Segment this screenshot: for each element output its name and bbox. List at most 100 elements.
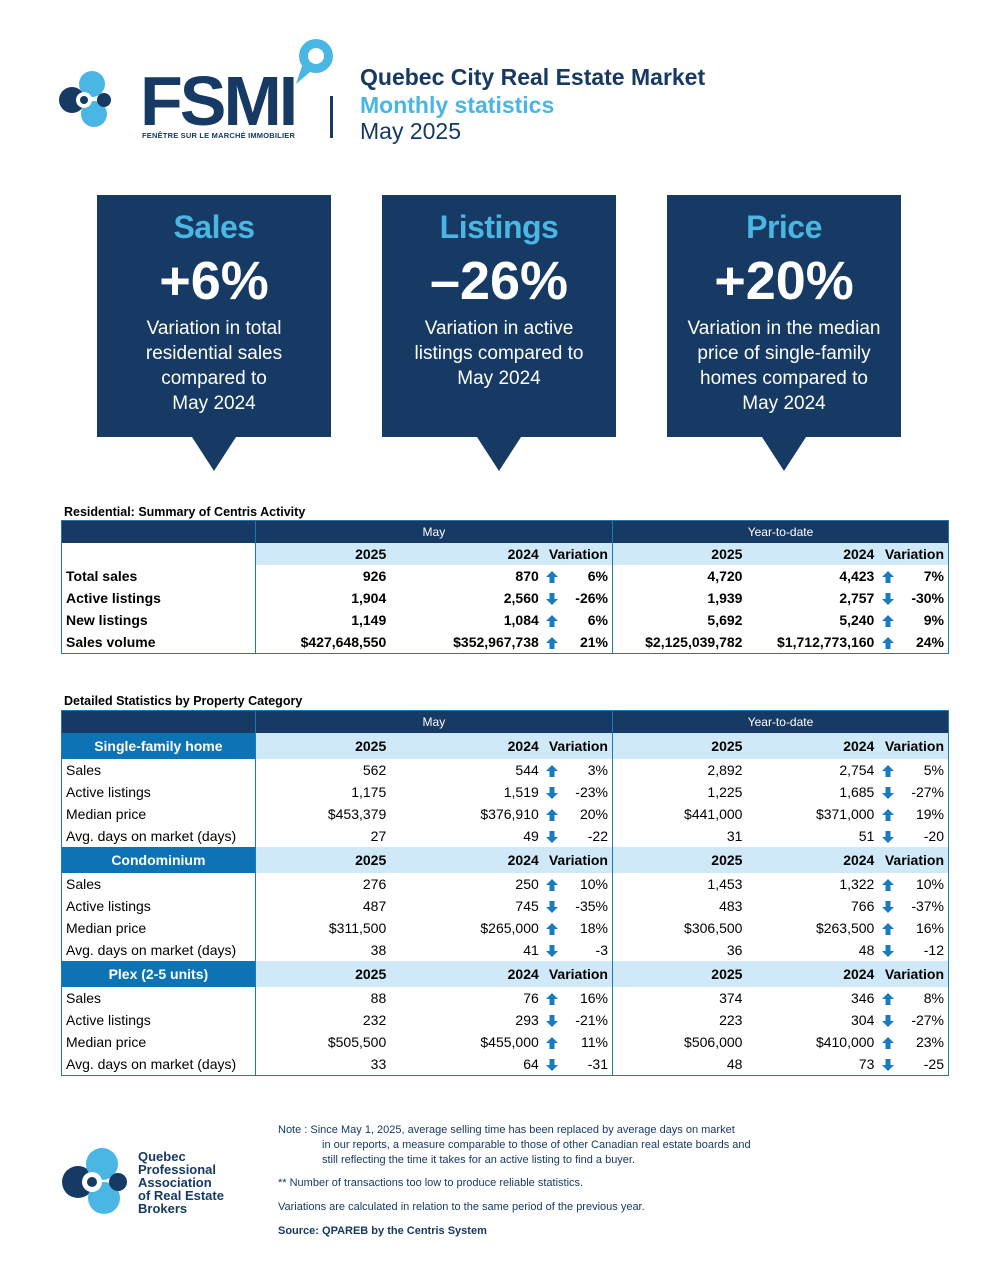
ytd-variation-value: -30% — [911, 590, 944, 606]
table-row: Median price $505,500 $455,000 11% $506,000 $… — [62, 1031, 949, 1053]
org-name-line: Professional — [138, 1162, 217, 1177]
detail-row-label: Sales — [66, 876, 102, 892]
ytd-2025-value: 1,939 — [611, 587, 747, 609]
callout-value: +6% — [159, 251, 269, 311]
sales-callout: Sales +6% Variation in total residential… — [97, 195, 331, 471]
arrow-down-icon — [881, 1059, 894, 1072]
may-variation-value: -3 — [595, 942, 608, 958]
arrow-up-icon — [881, 765, 894, 778]
summary-title: Residential: Summary of Centris Activity — [64, 505, 306, 519]
category-header-row: Condominium 2025 2024 Variation 2025 2024 Vari… — [61, 847, 949, 873]
header-blank-cell — [61, 543, 256, 565]
may-2024-value: 1,084 — [503, 612, 539, 628]
detail-row-label: Active listings — [66, 1012, 151, 1028]
col-header: 2025 — [254, 733, 391, 759]
may-2025-value: 38 — [254, 939, 391, 961]
ytd-variation-arrow — [878, 939, 897, 961]
col-header: 2025 — [611, 543, 747, 565]
may-variation-arrow — [543, 1009, 562, 1031]
may-variation-arrow — [543, 917, 562, 939]
qpareb-logo — [62, 1148, 127, 1214]
arrow-down-icon — [881, 901, 894, 914]
ytd-variation-value: 8% — [923, 990, 944, 1006]
arrow-down-icon — [881, 1015, 894, 1028]
ytd-variation-value: -20 — [923, 828, 944, 844]
table-row: Avg. days on market (days) 33 64 -31 48 73 -25 — [62, 1053, 949, 1076]
arrow-up-icon — [881, 571, 894, 584]
may-2025-value: $453,379 — [254, 803, 391, 825]
ytd-2025-value: 1,453 — [611, 873, 747, 895]
may-variation-arrow — [543, 939, 562, 961]
detail-row-label: Avg. days on market (days) — [66, 1056, 237, 1072]
ytd-2025-value: 1,225 — [611, 781, 747, 803]
ytd-variation-value: 7% — [923, 568, 944, 584]
callout-desc-line: price of single-family — [697, 343, 871, 364]
callout-desc-line: residential sales — [145, 343, 283, 364]
col-header: 2024 — [390, 847, 543, 873]
ytd-variation-value: -25 — [923, 1056, 944, 1072]
detail-body: Single-family home 2025 2024 Variation 2025 2… — [61, 733, 949, 1076]
ytd-2025-value: 5,692 — [611, 609, 747, 631]
ytd-2024-value: 5,240 — [839, 612, 875, 628]
callout-desc-line: Variation in total — [146, 318, 282, 339]
page-subtitle: Monthly statistics — [360, 92, 555, 118]
ytd-2024-value: $1,712,773,160 — [777, 634, 875, 650]
may-2024-value: 745 — [515, 898, 539, 914]
note-line: Note : Since May 1, 2025, average sellin… — [278, 1124, 735, 1136]
col-header: Variation — [878, 733, 949, 759]
callout-pointer — [192, 437, 236, 471]
group-ytd: Year-to-date — [611, 710, 949, 733]
may-2024-value: 49 — [523, 828, 539, 844]
col-header: 2025 — [611, 733, 747, 759]
ytd-variation-value: 16% — [915, 920, 944, 936]
table-row: Avg. days on market (days) 38 41 -3 36 48 -12 — [62, 939, 949, 961]
qpareb-name: Quebec Professional Association of Real … — [138, 1150, 224, 1215]
arrow-down-icon — [546, 831, 559, 844]
arrow-up-icon — [881, 879, 894, 892]
may-2024-value: $265,000 — [480, 920, 539, 936]
ytd-2024-value: 346 — [851, 990, 875, 1006]
detail-row-label: Median price — [66, 920, 147, 936]
arrow-up-icon — [546, 879, 559, 892]
table-row: Total sales 926 870 6% 4,720 4,423 7% — [62, 565, 949, 587]
ytd-2024-value: 1,322 — [839, 876, 875, 892]
may-2025-value: 1,149 — [254, 609, 391, 631]
org-name-line: Association — [138, 1175, 212, 1190]
ytd-2025-value: 48 — [611, 1053, 747, 1076]
price-callout: Price +20% Variation in the median price… — [667, 195, 901, 471]
ytd-2024-value: 4,423 — [839, 568, 875, 584]
ytd-variation-value: -12 — [923, 942, 944, 958]
callout-description: Variation in total residential sales com… — [97, 316, 331, 416]
may-2024-value: 2,560 — [503, 590, 539, 606]
callout-description: Variation in the median price of single-… — [667, 316, 901, 416]
fsmi-symbol-logo — [59, 71, 111, 127]
may-2024-value: $352,967,738 — [453, 634, 539, 650]
col-header: 2024 — [390, 543, 543, 565]
arrow-down-icon — [881, 787, 894, 800]
ytd-2024-value: $263,500 — [815, 920, 875, 936]
arrow-up-icon — [881, 993, 894, 1006]
summary-row-label: Total sales — [66, 568, 138, 584]
ytd-2025-value: 2,892 — [611, 759, 747, 781]
category-name: Single-family home — [61, 733, 256, 759]
may-variation-arrow — [543, 1031, 562, 1053]
location-pin-icon — [296, 39, 333, 84]
col-header: 2025 — [611, 961, 747, 987]
callout-desc-line: May 2024 — [172, 393, 256, 414]
ytd-variation-value: -27% — [911, 784, 944, 800]
group-may: May — [254, 520, 613, 543]
table-row: Sales 562 544 3% 2,892 2,754 5% — [62, 759, 949, 781]
col-header: 2025 — [254, 961, 391, 987]
category-name: Plex (2-5 units) — [61, 961, 256, 987]
arrow-up-icon — [546, 923, 559, 936]
ytd-variation-arrow — [878, 917, 897, 939]
summary-year-header: 2025 2024 Variation 2025 2024 Variation — [61, 543, 949, 565]
ytd-variation-value: 24% — [915, 634, 944, 650]
ytd-2024-value: $410,000 — [815, 1034, 875, 1050]
listings-callout: Listings –26% Variation in active listin… — [382, 195, 616, 471]
may-variation-arrow — [543, 781, 562, 803]
ytd-2025-value: 36 — [611, 939, 747, 961]
may-2025-value: $311,500 — [254, 917, 391, 939]
may-variation-value: 21% — [579, 634, 608, 650]
arrow-up-icon — [546, 1037, 559, 1050]
